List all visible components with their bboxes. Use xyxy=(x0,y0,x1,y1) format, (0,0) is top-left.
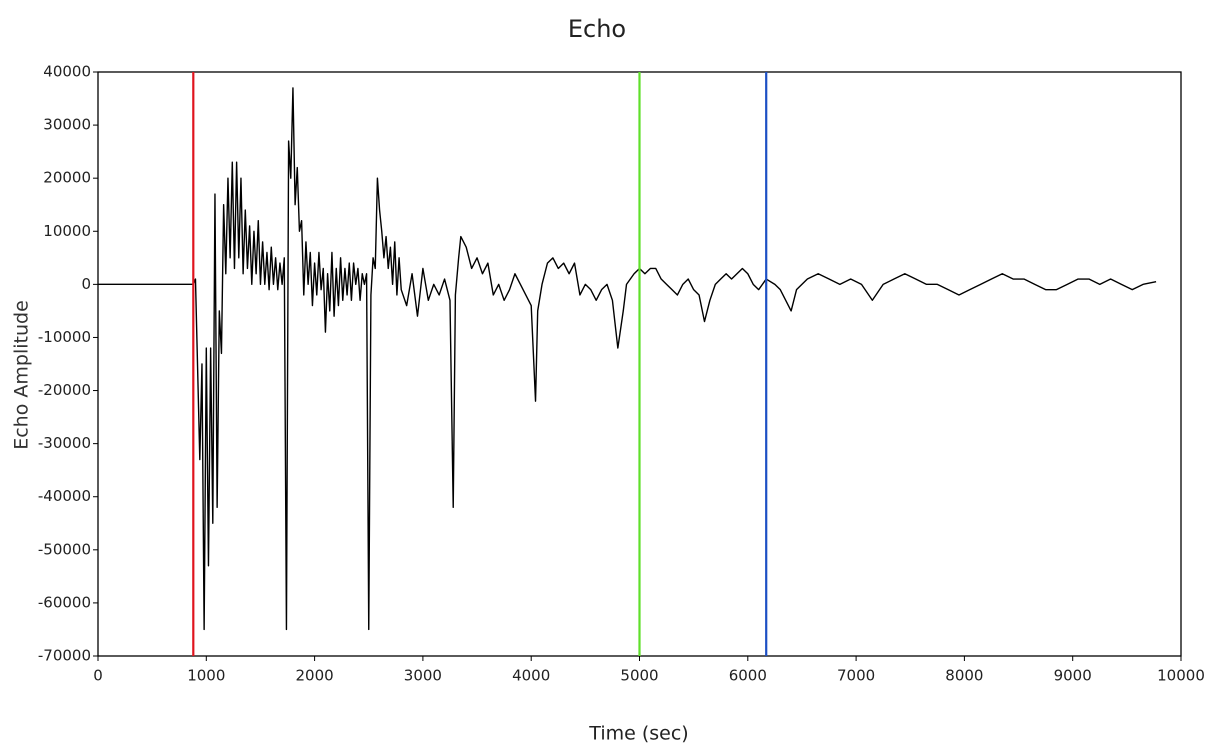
chart-title: Echo xyxy=(568,15,626,43)
x-tick-label: 8000 xyxy=(945,667,983,685)
x-tick-label: 5000 xyxy=(620,667,658,685)
x-tick-label: 0 xyxy=(93,667,103,685)
x-tick-label: 4000 xyxy=(512,667,550,685)
y-tick-label: -50000 xyxy=(38,540,91,558)
y-tick-label: 10000 xyxy=(43,222,91,240)
x-tick-label: 3000 xyxy=(404,667,442,685)
y-tick-label: -30000 xyxy=(38,434,91,452)
y-tick-label: 0 xyxy=(81,275,91,293)
x-tick-label: 2000 xyxy=(296,667,334,685)
x-tick-label: 6000 xyxy=(729,667,767,685)
y-tick-label: -10000 xyxy=(38,328,91,346)
x-tick-label: 7000 xyxy=(837,667,875,685)
y-tick-label: -60000 xyxy=(38,593,91,611)
x-tick-label: 9000 xyxy=(1054,667,1092,685)
y-tick-label: -20000 xyxy=(38,381,91,399)
y-tick-label: -70000 xyxy=(38,647,91,665)
x-tick-label: 1000 xyxy=(187,667,225,685)
x-axis-label: Time (sec) xyxy=(588,723,688,745)
y-tick-label: -40000 xyxy=(38,487,91,505)
y-tick-label: 40000 xyxy=(43,63,91,81)
y-tick-label: 20000 xyxy=(43,169,91,187)
y-axis-label: Echo Amplitude xyxy=(11,300,33,450)
y-tick-label: 30000 xyxy=(43,116,91,134)
x-tick-label: 10000 xyxy=(1157,667,1205,685)
echo-line xyxy=(98,87,1157,631)
